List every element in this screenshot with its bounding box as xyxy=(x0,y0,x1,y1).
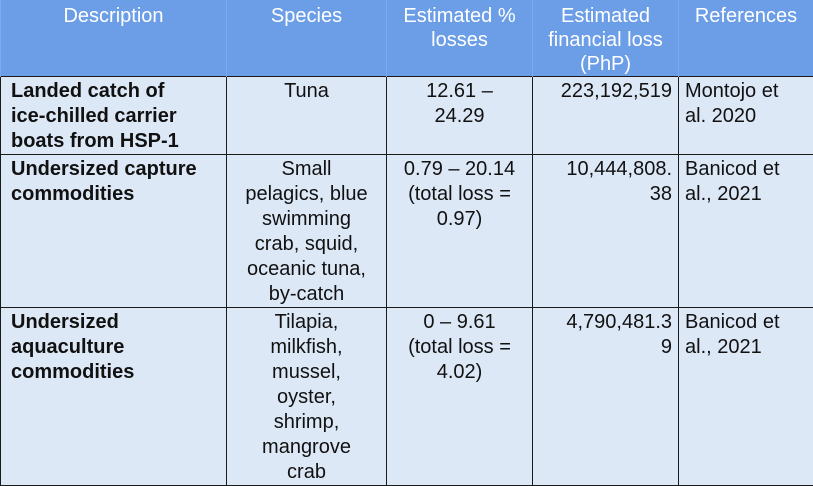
row-losses: 0 – 9.61 (total loss = 4.02) xyxy=(387,308,533,486)
row-financial-loss: 10,444,808. 38 xyxy=(533,155,679,308)
row-description: Landed catch of ice-chilled carrier boat… xyxy=(1,77,227,155)
row-references: Montojo et al. 2020 xyxy=(679,77,813,155)
row-references: Banicod et al., 2021 xyxy=(679,308,813,486)
table-row: Undersized aquaculture commodities Tilap… xyxy=(1,308,813,486)
header-row: Description Species Estimated % losses E… xyxy=(1,0,813,77)
row-description: Undersized aquaculture commodities xyxy=(1,308,227,486)
header-references: References xyxy=(679,0,813,77)
header-financial-loss: Estimated financial loss (PhP) xyxy=(533,0,679,77)
row-losses: 0.79 – 20.14 (total loss = 0.97) xyxy=(387,155,533,308)
row-description: Undersized capture commodities xyxy=(1,155,227,308)
row-financial-loss: 4,790,481.3 9 xyxy=(533,308,679,486)
header-losses: Estimated % losses xyxy=(387,0,533,77)
row-losses: 12.61 – 24.29 xyxy=(387,77,533,155)
row-species: Tuna xyxy=(227,77,387,155)
row-financial-loss: 223,192,519 xyxy=(533,77,679,155)
table-row: Undersized capture commodities Small pel… xyxy=(1,155,813,308)
table-row: Landed catch of ice-chilled carrier boat… xyxy=(1,77,813,155)
header-species: Species xyxy=(227,0,387,77)
row-species: Tilapia, milkfish, mussel, oyster, shrim… xyxy=(227,308,387,486)
row-references: Banicod et al., 2021 xyxy=(679,155,813,308)
header-description: Description xyxy=(1,0,227,77)
row-species: Small pelagics, blue swimming crab, squi… xyxy=(227,155,387,308)
